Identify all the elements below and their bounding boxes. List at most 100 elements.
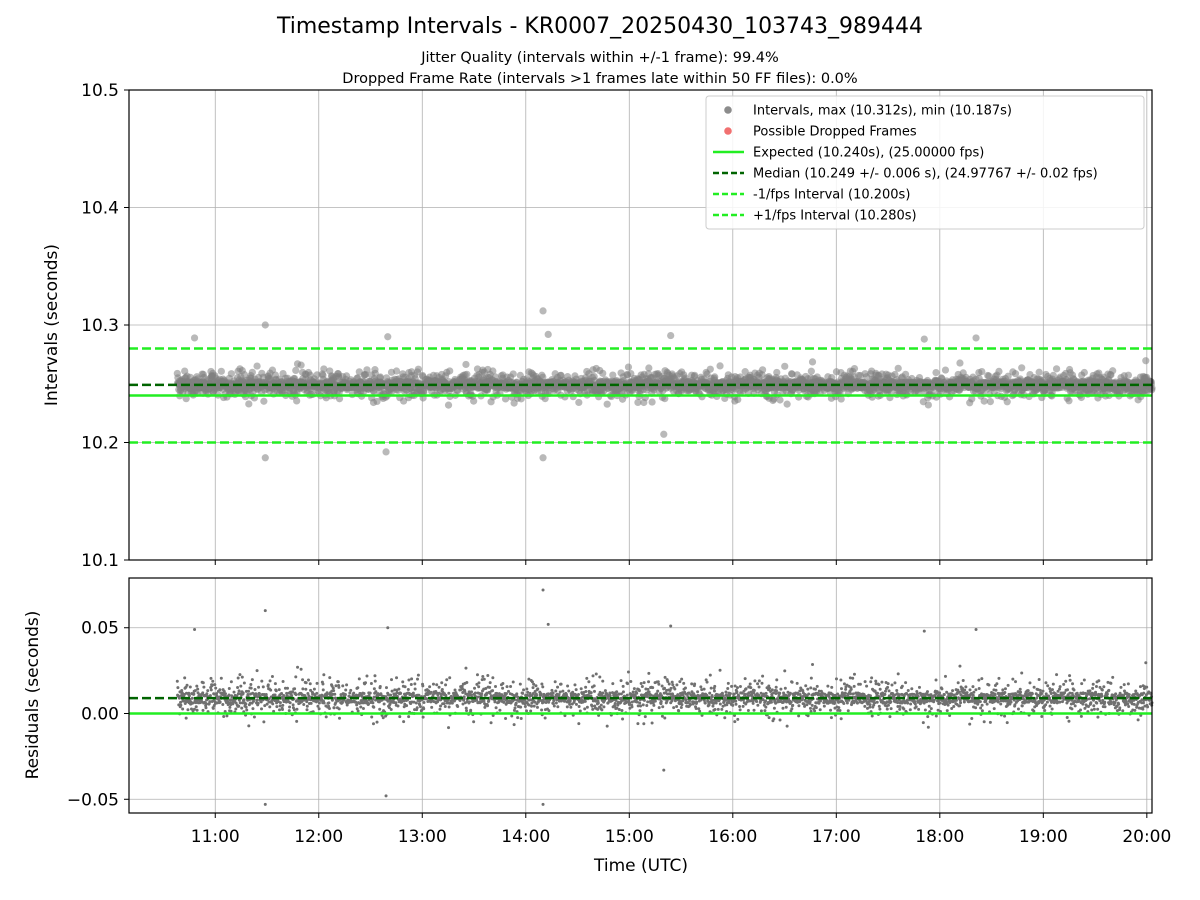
residual-point <box>635 700 639 704</box>
residual-point <box>533 700 537 704</box>
residual-point <box>262 720 266 724</box>
residual-point <box>453 688 457 692</box>
interval-point <box>382 448 390 456</box>
residual-point <box>642 698 646 702</box>
residual-point <box>647 680 651 684</box>
residual-point <box>190 696 194 700</box>
residual-point <box>188 685 192 689</box>
interval-point <box>1142 357 1150 365</box>
residual-point <box>585 676 589 680</box>
residual-point <box>504 692 508 696</box>
residual-point <box>486 673 490 677</box>
residual-point <box>209 676 213 680</box>
residual-point <box>425 697 429 701</box>
residual-point <box>447 705 451 709</box>
residual-point <box>228 705 232 709</box>
interval-point <box>773 368 781 377</box>
residual-point <box>619 692 623 696</box>
residual-point <box>567 689 571 693</box>
residual-point <box>568 699 572 703</box>
residual-point <box>646 687 650 691</box>
residual-point <box>631 690 635 694</box>
residual-point <box>534 684 538 688</box>
residual-point <box>615 706 619 710</box>
residual-point <box>456 704 460 708</box>
interval-point <box>1003 398 1011 406</box>
residual-point <box>390 689 394 693</box>
residual-point <box>435 683 439 687</box>
residual-point <box>657 706 661 710</box>
residual-point <box>228 698 232 702</box>
residual-point <box>183 676 187 680</box>
residual-point <box>362 692 366 696</box>
residual-point <box>251 707 255 711</box>
residual-point <box>185 683 189 687</box>
residual-point <box>626 682 630 686</box>
residual-point <box>267 697 271 701</box>
residual-point <box>196 687 200 691</box>
residual-point <box>663 716 667 720</box>
residual-point <box>583 699 587 703</box>
residual-point <box>649 693 653 697</box>
interval-point <box>783 400 791 408</box>
residual-point <box>359 705 363 709</box>
residual-point <box>617 707 621 711</box>
residual-point <box>201 691 205 695</box>
residual-point <box>259 700 263 704</box>
residual-point <box>660 694 664 698</box>
interval-point <box>462 360 470 369</box>
interval-point <box>986 397 994 406</box>
residual-point <box>509 685 513 689</box>
residual-point <box>439 704 443 708</box>
residual-point <box>299 667 303 671</box>
residual-point <box>412 700 416 704</box>
residual-point <box>577 722 581 726</box>
residual-point <box>637 689 641 693</box>
residual-point <box>659 699 663 703</box>
residual-point <box>210 683 214 687</box>
residual-point <box>629 680 633 684</box>
interval-point <box>1011 370 1020 378</box>
residual-point <box>442 702 446 706</box>
residual-point <box>280 707 284 711</box>
residual-point <box>660 714 664 718</box>
residual-point <box>306 678 310 682</box>
residual-point <box>195 684 199 688</box>
residual-point <box>348 691 352 695</box>
residual-point <box>464 692 468 696</box>
residual-point <box>218 700 222 704</box>
interval-point <box>293 397 301 405</box>
interval-point <box>645 364 653 372</box>
interval-point <box>995 367 1003 376</box>
residual-point <box>605 724 609 728</box>
residual-point <box>370 715 374 719</box>
residual-point <box>464 706 468 710</box>
residual-point <box>488 681 492 685</box>
residual-point <box>352 691 356 695</box>
residual-point <box>557 693 561 697</box>
residual-point <box>398 715 402 719</box>
residual-point <box>389 708 393 712</box>
residual-point <box>626 670 630 674</box>
residual-point <box>280 691 284 695</box>
residual-point <box>525 709 529 713</box>
residual-point <box>334 684 338 688</box>
residual-point <box>344 688 348 692</box>
residual-point <box>273 699 277 703</box>
residual-point <box>211 679 215 683</box>
residual-point <box>320 693 324 697</box>
residual-point <box>480 692 484 696</box>
residual-point <box>356 686 360 690</box>
residual-point <box>399 691 403 695</box>
residual-point <box>444 693 448 697</box>
residual-point <box>494 685 498 689</box>
residual-point <box>291 703 295 707</box>
residual-point <box>177 696 181 700</box>
residual-point <box>209 688 213 692</box>
residual-point <box>361 706 365 710</box>
residual-point <box>255 698 259 702</box>
residual-point <box>322 701 326 705</box>
residual-point <box>645 693 649 697</box>
residual-point <box>378 684 382 688</box>
